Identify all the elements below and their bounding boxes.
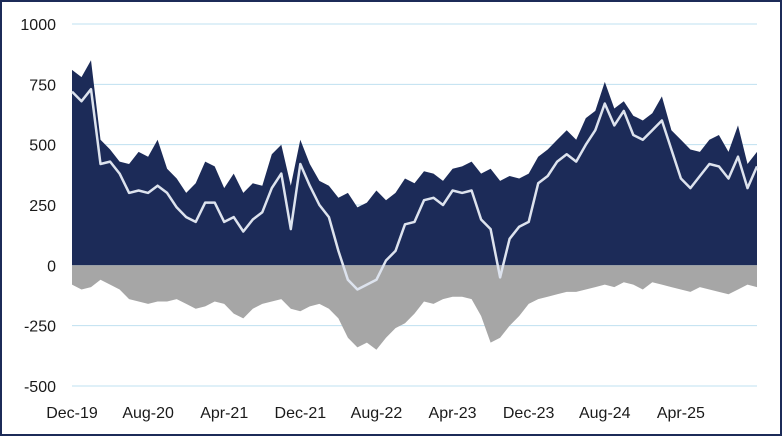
y-axis: 1000 750 500 250 0 -250 -500 — [20, 17, 56, 396]
series-area-positive — [72, 60, 757, 266]
y-tick-label: 250 — [29, 198, 56, 215]
x-tick-label: Apr-25 — [657, 405, 705, 422]
series-line-net — [71, 87, 759, 291]
x-tick-label: Dec-23 — [503, 405, 555, 422]
x-tick-label: Aug-22 — [351, 405, 403, 422]
y-tick-label: 750 — [29, 77, 56, 94]
y-tick-label: 0 — [47, 258, 56, 275]
y-tick-label: -250 — [24, 319, 56, 336]
series-group — [71, 60, 759, 350]
x-tick-label: Dec-21 — [275, 405, 327, 422]
x-tick-label: Dec-19 — [46, 405, 98, 422]
y-tick-label: 1000 — [20, 17, 56, 34]
x-tick-label: Apr-21 — [200, 405, 248, 422]
x-tick-label: Aug-24 — [579, 405, 631, 422]
x-tick-label: Apr-23 — [429, 405, 477, 422]
x-axis: Dec-19 Aug-20 Apr-21 Dec-21 Aug-22 Apr-23 Dec-… — [46, 405, 705, 422]
series-area-negative — [72, 265, 757, 350]
x-tick-label: Aug-20 — [122, 405, 174, 422]
y-tick-label: 500 — [29, 138, 56, 155]
y-tick-label: -500 — [24, 379, 56, 396]
